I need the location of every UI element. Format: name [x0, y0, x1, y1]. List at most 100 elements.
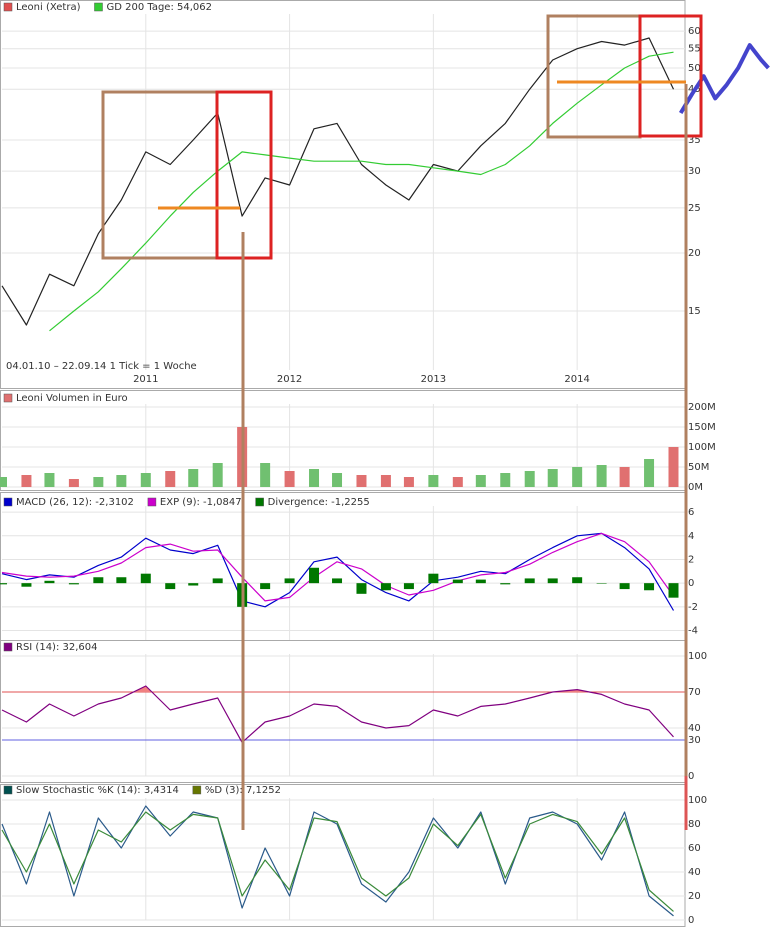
bar — [332, 473, 343, 487]
y-tick-label: 40 — [688, 867, 701, 878]
y-tick-label: 20 — [688, 891, 701, 902]
bar — [0, 583, 7, 585]
y-tick-label: -2 — [688, 602, 698, 613]
bar — [644, 583, 655, 591]
legend-label: GD 200 Tage: 54,062 — [106, 2, 212, 13]
y-tick-label: 70 — [688, 687, 701, 698]
bar — [93, 577, 104, 584]
legend-swatch — [3, 2, 13, 12]
bar — [668, 447, 679, 487]
bar — [309, 567, 320, 584]
bar — [68, 479, 79, 487]
y-tick-label: 100 — [688, 795, 707, 806]
legend-label: Leoni Volumen in Euro — [16, 393, 128, 404]
bar — [284, 578, 295, 584]
bar — [452, 477, 463, 487]
bar — [332, 578, 343, 584]
x-tick-label: 2014 — [564, 374, 589, 385]
bar — [44, 473, 55, 487]
bar — [116, 577, 127, 584]
y-tick-label: 0 — [688, 915, 694, 926]
bar — [284, 471, 295, 487]
annotation-box — [638, 14, 703, 138]
bar — [44, 580, 55, 584]
bar — [93, 477, 104, 487]
bar — [547, 578, 558, 584]
y-tick-label: 15 — [688, 306, 701, 317]
legend-swatch — [3, 785, 13, 795]
bar — [500, 473, 511, 487]
bar — [212, 578, 223, 584]
series-line — [678, 43, 770, 115]
bar — [116, 475, 127, 487]
panel-frame — [0, 0, 686, 389]
legend-label: MACD (26, 12): -2,3102 — [16, 497, 134, 508]
y-tick-label: 4 — [688, 531, 694, 542]
bar — [524, 471, 535, 487]
panel-frame — [0, 640, 686, 783]
bar — [403, 583, 414, 590]
y-tick-label: 0M — [688, 482, 703, 493]
bar — [380, 475, 391, 487]
bar — [619, 583, 630, 590]
bar — [596, 583, 607, 584]
panel-frame — [0, 492, 686, 643]
y-tick-label: 55 — [688, 44, 701, 55]
bar — [140, 473, 151, 487]
bar — [452, 579, 463, 584]
bar — [644, 459, 655, 487]
series-line — [1, 532, 674, 602]
bar — [403, 477, 414, 487]
bar — [500, 583, 511, 585]
bar — [572, 467, 583, 487]
bar — [165, 583, 176, 590]
bar — [21, 475, 32, 487]
bar — [619, 467, 630, 487]
series-line — [49, 51, 674, 332]
series-line — [1, 811, 674, 912]
bar — [428, 573, 439, 584]
legend-label: EXP (9): -1,0847 — [160, 497, 242, 508]
y-tick-label: 150M — [688, 422, 716, 433]
y-tick-label: 60 — [688, 26, 701, 37]
bar — [260, 463, 271, 487]
legend-label: RSI (14): 32,604 — [16, 642, 98, 653]
y-tick-label: 100M — [688, 442, 716, 453]
bar — [475, 579, 486, 584]
legend-label: Leoni (Xetra) — [16, 2, 81, 13]
bar — [140, 573, 151, 584]
bar — [596, 465, 607, 487]
bar — [0, 477, 7, 487]
legend-swatch — [147, 497, 157, 507]
y-tick-label: 60 — [688, 843, 701, 854]
series-line — [1, 685, 674, 743]
bar — [188, 469, 199, 487]
y-tick-label: 30 — [688, 166, 701, 177]
bar — [356, 583, 367, 594]
x-tick-label: 2013 — [421, 374, 446, 385]
y-tick-label: 100 — [688, 651, 707, 662]
y-tick-label: 6 — [688, 507, 694, 518]
bar — [188, 583, 199, 586]
legend-swatch — [3, 497, 13, 507]
y-tick-label: 2 — [688, 554, 694, 565]
x-tick-label: 2011 — [133, 374, 158, 385]
legend-label: Slow Stochastic %K (14): 3,4314 — [16, 785, 179, 796]
y-tick-label: 35 — [688, 135, 701, 146]
y-tick-label: 40 — [688, 723, 701, 734]
bar — [475, 475, 486, 487]
bar — [356, 475, 367, 487]
bar — [668, 583, 679, 598]
bar — [547, 469, 558, 487]
bar — [309, 469, 320, 487]
legend-label: Divergence: -1,2255 — [268, 497, 370, 508]
y-tick-label: 25 — [688, 203, 701, 214]
bar — [68, 583, 79, 585]
bar — [524, 578, 535, 584]
y-tick-label: 20 — [688, 248, 701, 259]
bar — [212, 463, 223, 487]
legend-swatch — [3, 642, 13, 652]
